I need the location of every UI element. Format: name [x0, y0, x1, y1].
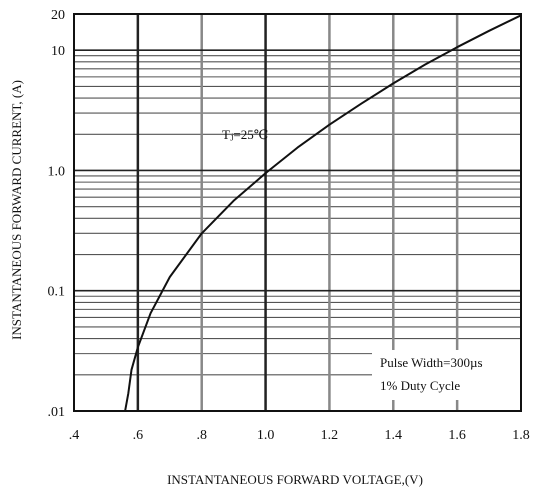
- x-tick-label: 1.4: [385, 428, 403, 443]
- x-tick-labels: .4 .6 .8 1.0 1.2 1.4 1.6 1.8: [69, 428, 530, 443]
- x-tick-label: .8: [196, 428, 207, 443]
- y-tick-label: 1.0: [48, 164, 66, 179]
- plot-frame: [73, 13, 522, 412]
- x-tick-label: 1.2: [321, 428, 339, 443]
- x-tick-label: .6: [133, 428, 144, 443]
- y-tick-label: 10: [51, 44, 65, 59]
- y-tick-label: .01: [48, 405, 66, 420]
- x-tick-label: .4: [69, 428, 80, 443]
- series-group: [124, 14, 522, 412]
- temperature-annotation: Tⱼ=25℃: [222, 127, 268, 142]
- x-tick-label: 1.6: [448, 428, 466, 443]
- y-axis-label: INSTANTANEOUS FORWARD CURRENT, (A): [9, 80, 24, 340]
- y-tick-label: 20: [51, 8, 65, 23]
- x-axis-label: INSTANTANEOUS FORWARD VOLTAGE,(V): [167, 472, 423, 487]
- x-tick-label: 1.8: [512, 428, 530, 443]
- y-tick-labels: .01 0.1 1.0 10 20: [48, 8, 66, 420]
- forward-current-curve: [124, 14, 522, 412]
- y-tick-label: 0.1: [48, 285, 66, 300]
- x-tick-label: 1.0: [257, 428, 275, 443]
- duty-cycle-annotation: 1% Duty Cycle: [380, 378, 460, 393]
- pulse-width-annotation: Pulse Width=300µs: [380, 355, 483, 370]
- annotation-box-background: [372, 350, 520, 400]
